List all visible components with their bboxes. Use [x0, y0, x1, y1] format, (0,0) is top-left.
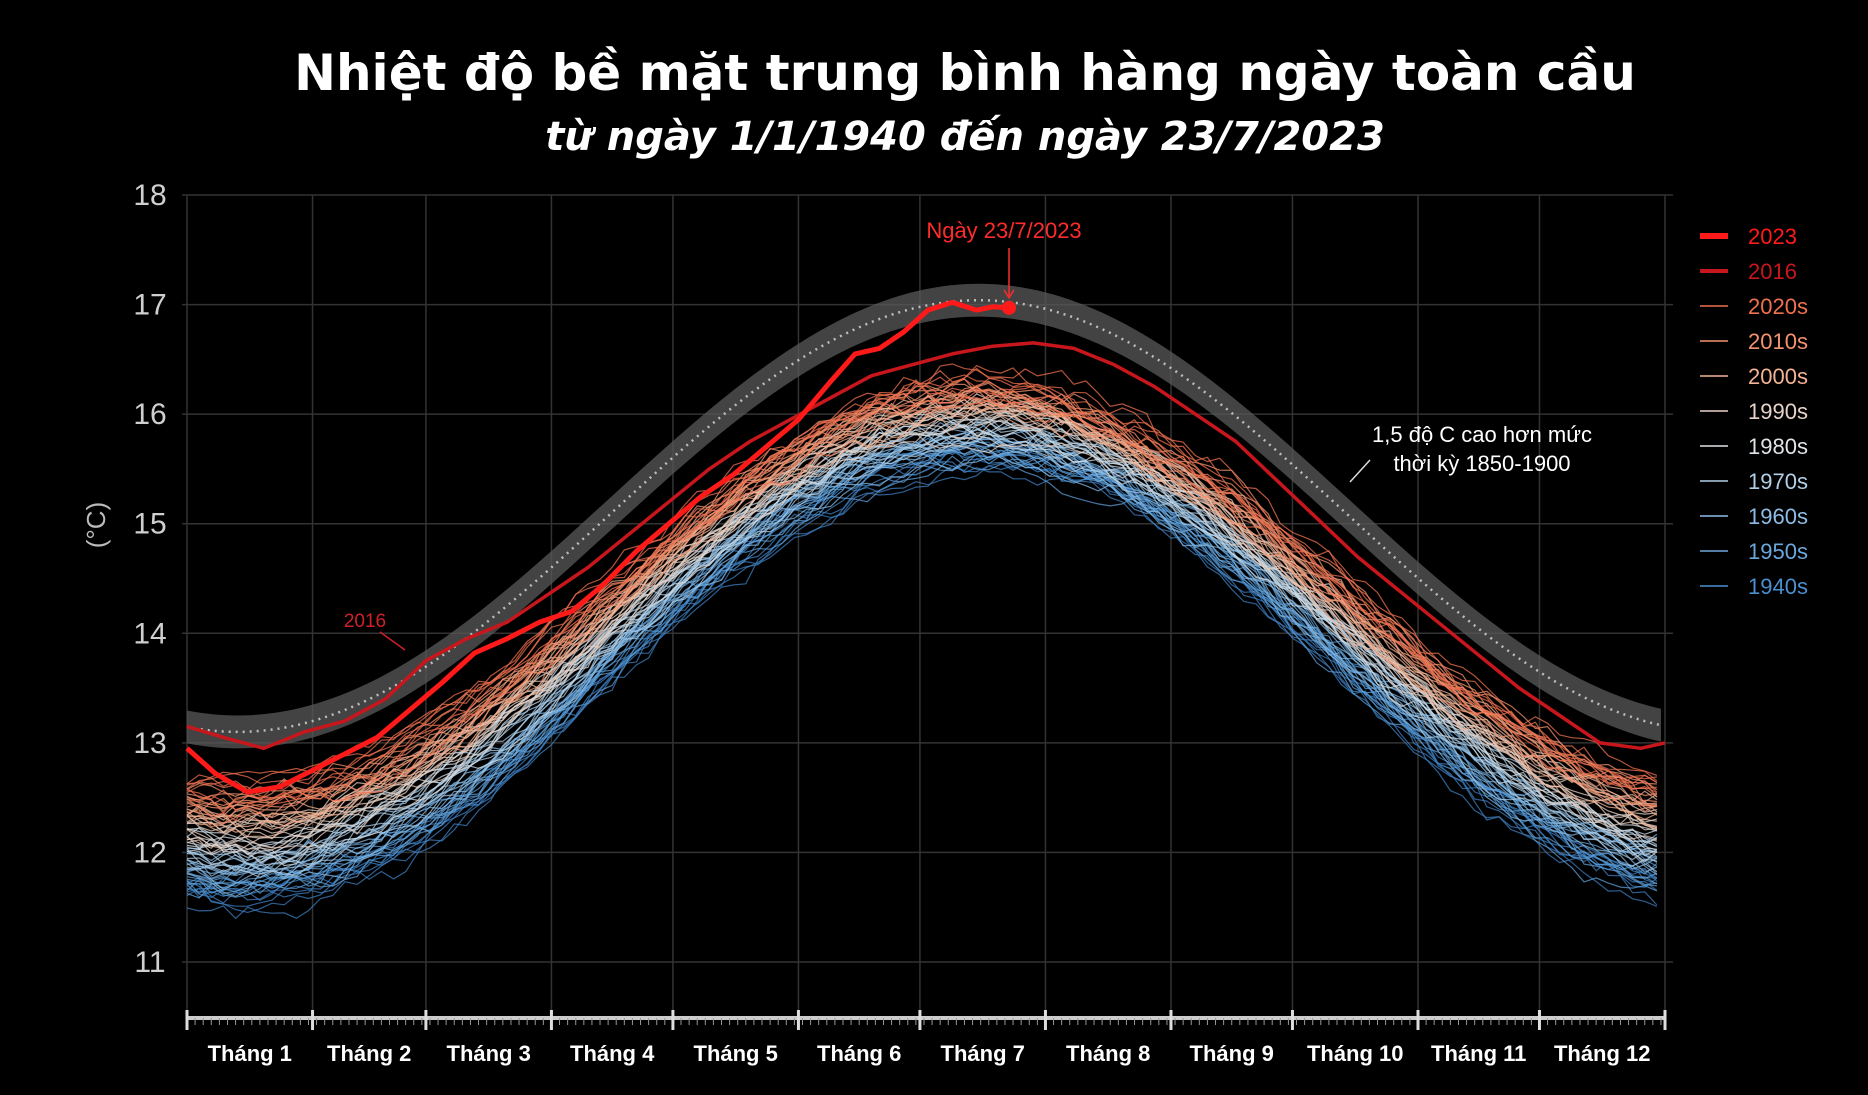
x-tick-label: Tháng 6 [817, 1041, 901, 1066]
x-tick-label: Tháng 7 [941, 1041, 1025, 1066]
y-tick-15: 15 [133, 508, 166, 541]
y-ticks: 11 12 13 14 15 16 17 18 [133, 179, 166, 979]
decade-line [186, 451, 1658, 875]
decade-line [186, 407, 1657, 847]
decade-line [186, 442, 1658, 898]
legend-label-2016: 2016 [1748, 259, 1797, 284]
series-endpoint-2023 [1002, 300, 1017, 315]
decade-line [186, 434, 1658, 889]
legend-label-1950s: 1950s [1748, 539, 1808, 564]
x-axis: Tháng 1 Tháng 2 Tháng 3 Tháng 4 Tháng 5 Tháng… [185, 1010, 1667, 1066]
threshold-band-area [187, 283, 1661, 749]
y-tick-16: 16 [133, 398, 166, 431]
y-tick-14: 14 [133, 617, 166, 650]
annotations: Ngày 23/7/2023 2016 1,5 độ C cao hơn mức th… [344, 218, 1592, 651]
x-tick-label: Tháng 8 [1066, 1041, 1150, 1066]
legend-label-2000s: 2000s [1748, 364, 1808, 389]
x-tick-label: Tháng 11 [1431, 1041, 1526, 1066]
legend-label-1980s: 1980s [1748, 434, 1808, 459]
decade-line [186, 421, 1658, 873]
annotation-threshold-arrow [1349, 459, 1371, 483]
decade-line [186, 449, 1658, 887]
decade-line [186, 383, 1658, 813]
x-tick-label: Tháng 9 [1190, 1041, 1274, 1066]
threshold-band [186, 283, 1662, 749]
annotation-2023-date: Ngày 23/7/2023 [926, 218, 1081, 243]
y-tick-11: 11 [134, 946, 165, 979]
decade-line [186, 370, 1658, 793]
threshold-band-midline [186, 298, 1662, 734]
decade-line [186, 419, 1658, 851]
series-line-2016 [186, 341, 1666, 751]
y-tick-17: 17 [133, 289, 166, 322]
x-tick-label: Tháng 12 [1554, 1041, 1651, 1066]
annotation-2016: 2016 [344, 611, 386, 632]
decade-line [186, 419, 1658, 875]
decade-line [186, 397, 1658, 814]
legend-label-1970s: 1970s [1748, 469, 1808, 494]
chart-title: Nhiệt độ bề mặt trung bình hàng ngày toà… [294, 44, 1636, 102]
decade-line [186, 411, 1658, 842]
annotation-2016-arrow [379, 631, 406, 651]
decade-line [186, 379, 1658, 814]
decade-line [186, 432, 1658, 872]
legend: 2023 2016 2020s 2010s 2000s 1990s 1980s 1970s 19… [1700, 224, 1808, 599]
decade-line [186, 426, 1658, 875]
annotation-2023-arrowhead [1003, 289, 1015, 300]
legend-label-2010s: 2010s [1748, 329, 1808, 354]
decade-line [186, 416, 1658, 870]
x-tick-label: Tháng 2 [327, 1041, 411, 1066]
y-tick-18: 18 [133, 179, 166, 212]
x-tick-label: Tháng 3 [447, 1041, 531, 1066]
annotation-threshold-line2: thời kỳ 1850-1900 [1393, 451, 1570, 476]
legend-label-2023: 2023 [1748, 224, 1797, 249]
series-line-2023 [185, 299, 1010, 795]
decade-line [186, 386, 1658, 804]
x-tick-label: Tháng 10 [1307, 1041, 1404, 1066]
decade-line [186, 427, 1657, 873]
y-tick-13: 13 [133, 727, 166, 760]
annotation-threshold-line1: 1,5 độ C cao hơn mức [1372, 422, 1592, 447]
y-tick-12: 12 [133, 836, 166, 869]
decade-line [186, 376, 1657, 801]
legend-label-1960s: 1960s [1748, 504, 1808, 529]
decade-line [186, 447, 1657, 893]
decade-line [186, 381, 1658, 812]
legend-label-2020s: 2020s [1748, 294, 1808, 319]
x-tick-label: Tháng 4 [570, 1041, 655, 1066]
legend-label-1940s: 1940s [1748, 574, 1808, 599]
y-axis-label: (°C) [81, 502, 111, 549]
decade-line [186, 422, 1658, 891]
decade-line [186, 399, 1657, 849]
highlight-series [185, 299, 1666, 795]
legend-label-1990s: 1990s [1748, 399, 1808, 424]
decade-line [186, 363, 1658, 791]
decade-lines [186, 363, 1658, 920]
chart-subtitle: từ ngày 1/1/1940 đến ngày 23/7/2023 [545, 114, 1385, 160]
x-tick-label: Tháng 5 [694, 1041, 778, 1066]
decade-line [186, 407, 1658, 869]
decade-line [186, 388, 1657, 828]
decade-line [186, 398, 1657, 827]
decade-line [186, 416, 1658, 876]
x-tick-label: Tháng 1 [208, 1041, 292, 1066]
